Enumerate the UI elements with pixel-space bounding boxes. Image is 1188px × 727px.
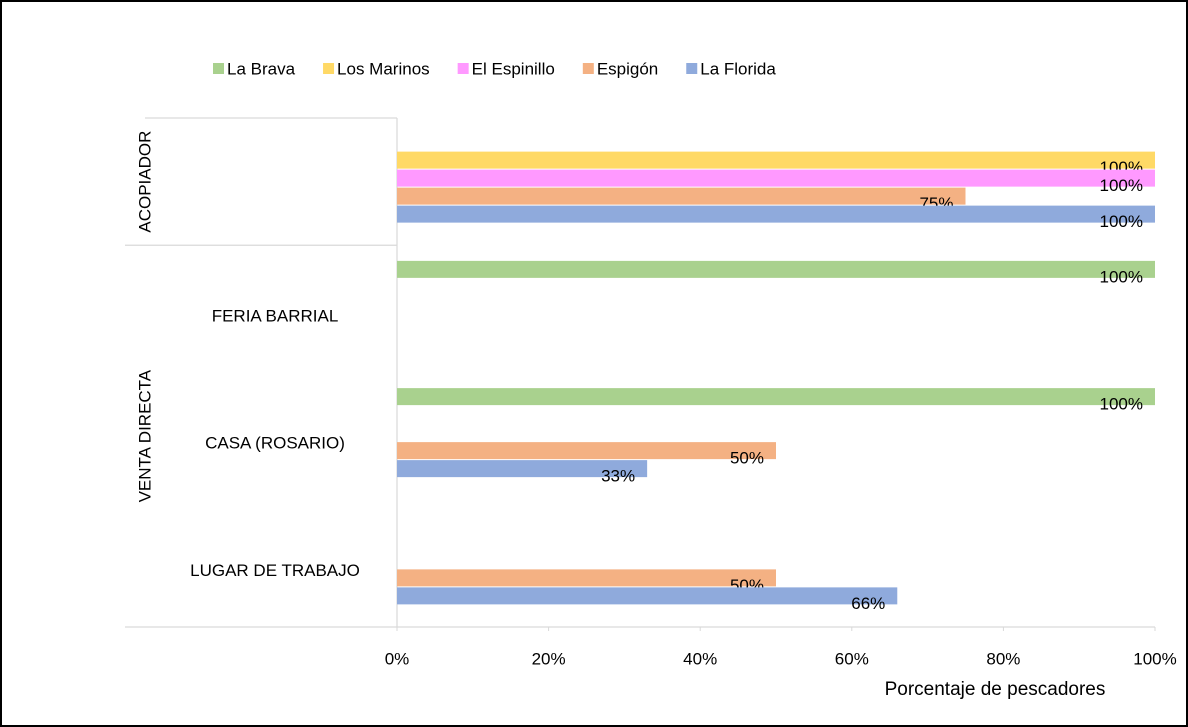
bar: [397, 169, 1155, 187]
legend-label: La Brava: [227, 59, 296, 78]
legend-swatch: [686, 63, 698, 74]
legend-label: El Espinillo: [472, 59, 555, 78]
data-label: 100%: [1100, 176, 1143, 195]
x-tick-label: 40%: [683, 649, 717, 668]
category-label: LUGAR DE TRABAJO: [190, 561, 360, 580]
x-tick-label: 0%: [385, 649, 410, 668]
x-tick-label: 20%: [532, 649, 566, 668]
legend-label: La Florida: [700, 59, 776, 78]
bar: [397, 205, 1155, 223]
bar: [397, 442, 776, 460]
x-tick-label: 60%: [835, 649, 869, 668]
data-label: 50%: [730, 449, 764, 468]
data-label: 100%: [1100, 267, 1143, 286]
data-label: 66%: [851, 594, 885, 613]
legend-swatch: [213, 63, 224, 74]
data-label: 100%: [1100, 212, 1143, 231]
bar: [397, 187, 966, 205]
legend-label: Los Marinos: [337, 59, 430, 78]
bar: [397, 587, 898, 605]
group-label: VENTA DIRECTA: [135, 369, 154, 502]
legend-swatch: [323, 63, 335, 74]
legend-label: Espigón: [597, 59, 658, 78]
legend-swatch: [457, 63, 469, 74]
x-tick-label: 80%: [986, 649, 1020, 668]
category-label: CASA (ROSARIO): [205, 434, 345, 453]
bar: [397, 151, 1155, 169]
legend-swatch: [582, 63, 594, 74]
bar: [397, 460, 648, 478]
bar: [397, 260, 1155, 278]
bar: [397, 388, 1155, 406]
x-axis-label: Porcentaje de pescadores: [885, 679, 1106, 700]
category-label: FERIA BARRIAL: [212, 306, 339, 325]
bar: [397, 569, 776, 587]
group-label: ACOPIADOR: [135, 131, 154, 233]
x-tick-label: 100%: [1133, 649, 1176, 668]
data-label: 100%: [1100, 395, 1143, 414]
data-label: 33%: [601, 467, 635, 486]
